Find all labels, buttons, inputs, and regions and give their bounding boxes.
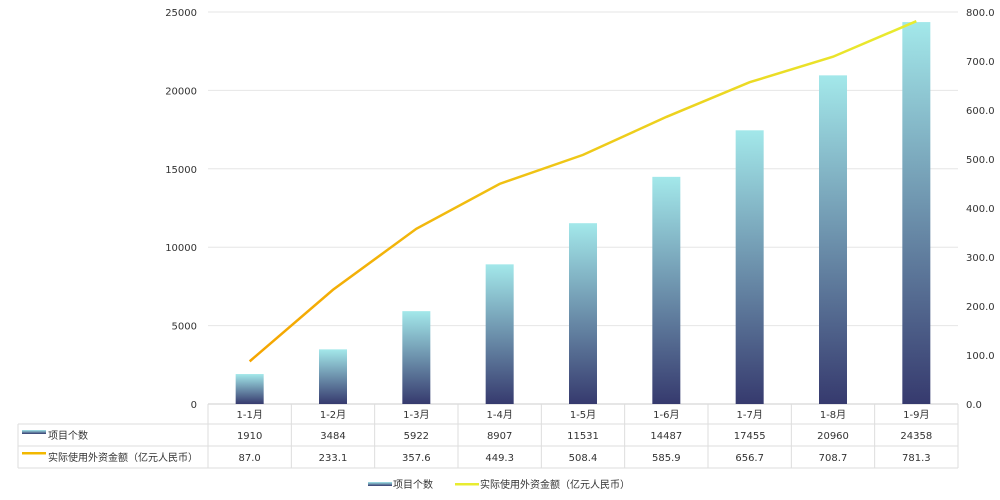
bar bbox=[902, 22, 931, 405]
bar bbox=[819, 75, 847, 404]
table-cell-count: 20960 bbox=[817, 431, 849, 442]
right-tick-label: 300.0 bbox=[966, 253, 995, 264]
table-cell-amount: 585.9 bbox=[652, 453, 681, 464]
table-cell-count: 8907 bbox=[487, 431, 512, 442]
row-label-count: 项目个数 bbox=[48, 429, 88, 442]
bar bbox=[319, 349, 347, 404]
bar-swatch-icon bbox=[22, 430, 46, 434]
table-cell-amount: 656.7 bbox=[735, 453, 764, 464]
table-cell-count: 5922 bbox=[404, 431, 429, 442]
legend-line-swatch-icon bbox=[455, 483, 479, 486]
category-label: 1-7月 bbox=[736, 409, 762, 421]
table-cell-count: 1910 bbox=[237, 431, 262, 442]
legend-bar-swatch-icon bbox=[368, 482, 392, 486]
bar bbox=[235, 374, 264, 404]
row-label-amount: 实际使用外资金额（亿元人民币） bbox=[48, 451, 198, 464]
bar bbox=[485, 264, 514, 404]
table-cell-amount: 708.7 bbox=[819, 453, 848, 464]
left-tick-label: 25000 bbox=[165, 8, 197, 19]
category-label: 1-8月 bbox=[820, 409, 846, 421]
right-tick-label: 100.0 bbox=[966, 351, 995, 362]
right-tick-label: 200.0 bbox=[966, 302, 995, 313]
right-tick-label: 600.0 bbox=[966, 106, 995, 117]
left-tick-label: 0 bbox=[191, 400, 197, 411]
right-tick-label: 500.0 bbox=[966, 155, 995, 166]
table-cell-count: 24358 bbox=[900, 431, 932, 442]
line-series bbox=[248, 20, 917, 363]
table-cell-amount: 781.3 bbox=[902, 453, 931, 464]
table-cell-count: 3484 bbox=[320, 431, 345, 442]
legend-item-amount: 实际使用外资金额（亿元人民币） bbox=[480, 478, 630, 491]
line-swatch-icon bbox=[22, 452, 46, 455]
table-cell-amount: 449.3 bbox=[485, 453, 514, 464]
bar bbox=[569, 223, 597, 404]
table-cell-count: 11531 bbox=[567, 431, 599, 442]
category-label: 1-3月 bbox=[403, 409, 429, 421]
table-cell-amount: 233.1 bbox=[319, 453, 348, 464]
table-cell-amount: 87.0 bbox=[239, 453, 261, 464]
category-label: 1-9月 bbox=[903, 409, 929, 421]
category-label: 1-1月 bbox=[236, 409, 262, 421]
legend-item-count: 项目个数 bbox=[393, 478, 433, 491]
table-cell-amount: 508.4 bbox=[569, 453, 598, 464]
left-tick-label: 5000 bbox=[172, 322, 197, 333]
category-label: 1-5月 bbox=[570, 409, 596, 421]
bar bbox=[652, 176, 681, 404]
bar bbox=[402, 311, 431, 404]
right-tick-label: 700.0 bbox=[966, 57, 995, 68]
table-cell-amount: 357.6 bbox=[402, 453, 431, 464]
left-tick-label: 15000 bbox=[165, 165, 197, 176]
table-cell-count: 14487 bbox=[650, 431, 682, 442]
category-label: 1-6月 bbox=[653, 409, 679, 421]
left-tick-label: 20000 bbox=[165, 86, 197, 97]
right-tick-label: 800.0 bbox=[966, 8, 995, 19]
category-label: 1-2月 bbox=[320, 409, 346, 421]
right-tick-label: 400.0 bbox=[966, 204, 995, 215]
bar bbox=[735, 130, 764, 404]
category-label: 1-4月 bbox=[486, 409, 512, 421]
right-tick-label: 0.0 bbox=[966, 400, 982, 411]
left-tick-label: 10000 bbox=[165, 243, 197, 254]
table-cell-count: 17455 bbox=[734, 431, 766, 442]
